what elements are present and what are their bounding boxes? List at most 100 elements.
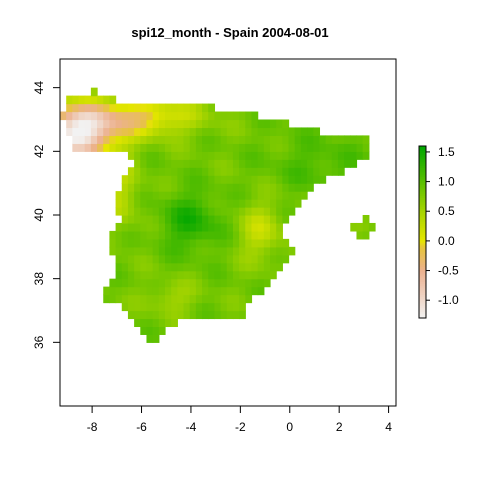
raster-cell xyxy=(134,222,141,232)
raster-cell xyxy=(232,151,240,160)
raster-cell xyxy=(152,207,160,216)
raster-cell xyxy=(331,159,339,168)
raster-cell xyxy=(134,103,141,113)
colorbar-segment xyxy=(419,225,426,229)
raster-cell xyxy=(214,270,222,280)
raster-cell xyxy=(276,222,283,232)
raster-cell xyxy=(226,111,234,121)
colorbar-segment xyxy=(419,169,426,173)
colorbar-segment xyxy=(419,173,426,177)
raster-cell xyxy=(245,143,253,152)
raster-cell xyxy=(146,199,154,208)
colorbar-segment xyxy=(419,257,426,261)
raster-cell xyxy=(177,159,185,168)
raster-cell xyxy=(177,254,185,264)
colorbar-segment xyxy=(419,158,426,162)
raster-cell xyxy=(103,294,111,304)
raster-cell xyxy=(72,103,80,113)
colorbar-segment xyxy=(419,232,426,235)
raster-cell xyxy=(307,175,314,184)
raster-cell xyxy=(319,143,327,152)
raster-cell xyxy=(263,151,271,160)
raster-cell xyxy=(103,127,111,136)
raster-cell xyxy=(127,302,135,312)
raster-cell xyxy=(127,207,135,216)
raster-cell xyxy=(202,143,209,152)
raster-cell xyxy=(208,286,216,296)
raster-cell xyxy=(263,135,271,144)
raster-cell xyxy=(121,214,129,224)
raster-cell xyxy=(208,143,216,152)
raster-cell xyxy=(171,302,178,312)
raster-cell xyxy=(84,95,92,105)
colorbar-segment xyxy=(419,146,426,149)
raster-cell xyxy=(103,286,111,296)
colorbar-segment xyxy=(419,287,426,291)
raster-cell xyxy=(288,175,296,184)
raster-cell xyxy=(239,135,246,144)
raster-cell xyxy=(140,222,148,232)
raster-cell xyxy=(90,95,98,105)
colorbar-frame xyxy=(418,145,427,319)
raster-cell xyxy=(195,270,203,280)
colorbar-segment xyxy=(419,251,426,254)
raster-cell xyxy=(158,151,166,160)
raster-cell xyxy=(140,302,148,312)
raster-cell xyxy=(300,143,308,152)
raster-cell xyxy=(66,111,73,121)
raster-cell xyxy=(208,254,216,264)
raster-cell xyxy=(177,151,185,160)
raster-cell xyxy=(158,278,166,288)
raster-cell xyxy=(177,207,185,216)
raster-cell xyxy=(276,207,283,216)
raster-cell xyxy=(158,111,166,121)
raster-cell xyxy=(263,119,271,129)
raster-cell xyxy=(127,111,135,121)
raster-cell xyxy=(165,175,172,184)
raster-cell xyxy=(350,135,358,144)
raster-cell xyxy=(146,191,154,200)
raster-cell xyxy=(202,270,209,280)
raster-cell xyxy=(115,199,123,208)
colorbar-segment xyxy=(419,244,426,248)
raster-cell xyxy=(263,222,271,232)
raster-cell xyxy=(165,119,172,129)
raster-cell xyxy=(362,143,370,152)
raster-cell xyxy=(356,143,364,152)
raster-cell xyxy=(356,151,364,160)
raster-cell xyxy=(245,151,253,160)
raster-cell xyxy=(251,199,259,208)
raster-cell xyxy=(183,278,191,288)
raster-cell xyxy=(350,222,358,232)
raster-cell xyxy=(121,262,129,272)
raster-cell xyxy=(232,135,240,144)
raster-cell xyxy=(183,246,191,256)
raster-cell xyxy=(226,119,234,129)
raster-cell xyxy=(232,310,240,320)
raster-cell xyxy=(331,143,339,152)
raster-cell xyxy=(232,191,240,200)
raster-cell xyxy=(270,238,277,248)
raster-cell xyxy=(220,262,228,272)
raster-cell xyxy=(344,159,351,168)
raster-cell xyxy=(270,143,277,152)
raster-cell xyxy=(72,135,80,144)
raster-cell xyxy=(189,135,197,144)
raster-cell xyxy=(220,175,228,184)
raster-cell xyxy=(140,246,148,256)
x-tick-label: 2 xyxy=(336,420,343,434)
raster-cell xyxy=(270,270,277,280)
colorbar-tick-label: 1.0 xyxy=(438,175,455,189)
raster-cell xyxy=(152,286,160,296)
raster-cell xyxy=(263,159,271,168)
raster-cell xyxy=(214,119,222,129)
raster-cell xyxy=(202,286,209,296)
raster-cell xyxy=(158,199,166,208)
raster-cell xyxy=(152,246,160,256)
raster-cell xyxy=(202,127,209,136)
raster-cell xyxy=(134,191,141,200)
raster-cell xyxy=(257,199,265,208)
raster-cell xyxy=(171,238,178,248)
raster-cell xyxy=(146,159,154,168)
raster-cell xyxy=(362,230,370,240)
